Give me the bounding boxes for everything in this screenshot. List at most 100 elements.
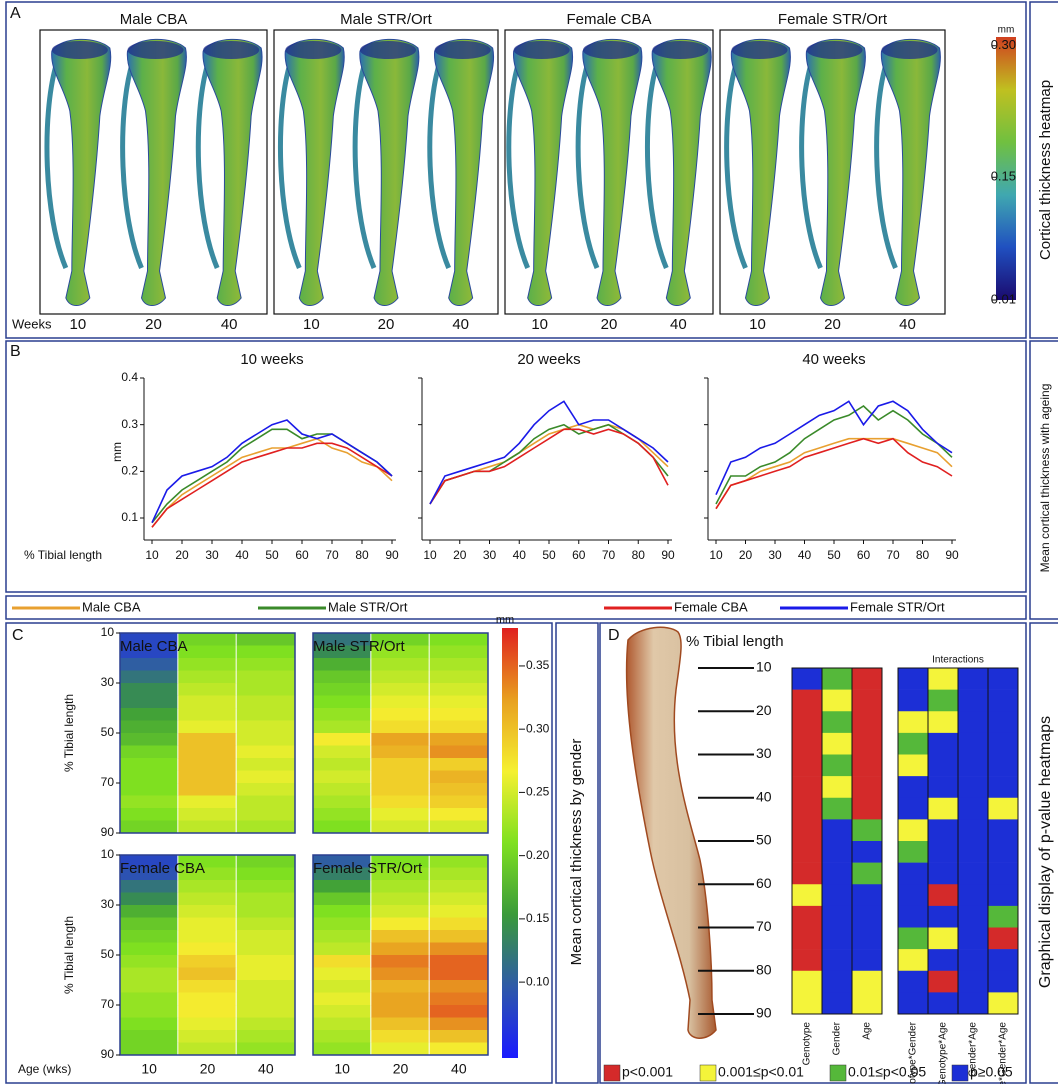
tibia — [731, 39, 790, 305]
tibia — [513, 39, 572, 305]
heat-cell — [313, 758, 370, 771]
pvalue-cell — [792, 863, 822, 885]
chart-title: 10 weeks — [240, 351, 303, 368]
y-tick-label: 70 — [101, 775, 115, 789]
colorbar-tick-label: 0.20 — [526, 848, 550, 862]
pvalue-cell — [898, 690, 928, 712]
week-label: 40 — [670, 316, 687, 333]
legend-swatch — [604, 1065, 620, 1081]
heat-cell — [430, 683, 488, 696]
pvalue-cell — [792, 798, 822, 820]
heat-cell — [237, 646, 295, 659]
heat-cell — [430, 746, 488, 759]
pvalue-cell — [822, 690, 852, 712]
heat-cell — [371, 905, 428, 918]
heat-cell — [120, 893, 177, 906]
x-tick-label: 80 — [916, 548, 930, 562]
week-label: 20 — [378, 316, 395, 333]
heat-cell — [120, 955, 177, 968]
pvalue-cell — [958, 884, 988, 906]
heat-cell — [237, 918, 295, 931]
colorbar-tick-label: 0.01 — [991, 291, 1016, 306]
legend-label: Male STR/Ort — [328, 599, 408, 614]
legend-label: 0.01≤p<0.05 — [848, 1064, 926, 1080]
colorbar — [502, 628, 518, 1058]
tick-label: 20 — [756, 702, 772, 718]
heat-cell — [178, 918, 235, 931]
heat-cell — [430, 855, 488, 868]
heat-cell — [430, 808, 488, 821]
tibia — [434, 39, 493, 305]
pvalue-cell — [822, 841, 852, 863]
fibula — [198, 66, 217, 268]
y-tick-label: 10 — [101, 625, 115, 639]
panel-label: B — [10, 343, 21, 360]
heat-cell — [237, 893, 295, 906]
heat-cell — [371, 1018, 428, 1031]
column-label: Gender — [832, 1021, 843, 1055]
heat-cell — [371, 1030, 428, 1043]
heat-cell — [313, 808, 370, 821]
x-tick-label: 30 — [483, 548, 497, 562]
heat-cell — [178, 1043, 235, 1056]
pvalue-cell — [822, 711, 852, 733]
colorbar-tick-label: 0.25 — [526, 785, 550, 799]
column-label: Age — [862, 1022, 873, 1040]
heat-cell — [371, 708, 428, 721]
bone-photo — [627, 627, 716, 1038]
fibula — [727, 66, 746, 268]
heat-cell — [178, 758, 235, 771]
x-tick-label: 60 — [295, 548, 309, 562]
heat-cell — [430, 918, 488, 931]
heat-cell — [371, 796, 428, 809]
week-label: 20 — [824, 316, 841, 333]
heat-cell — [430, 1043, 488, 1056]
heat-cell — [430, 758, 488, 771]
tibia — [52, 39, 111, 305]
y-tick-label: 30 — [101, 675, 115, 689]
bone-head — [52, 41, 108, 59]
pvalue-cell — [852, 733, 882, 755]
legend-label: Female STR/Ort — [850, 599, 945, 614]
tick-label: 80 — [756, 961, 772, 977]
x-tick-label: 90 — [385, 548, 399, 562]
pvalue-cell — [822, 819, 852, 841]
heat-cell — [178, 708, 235, 721]
pvalue-cell — [852, 819, 882, 841]
weeks-label: Weeks — [12, 316, 52, 331]
pvalue-cell — [958, 819, 988, 841]
x-tick-label: 60 — [857, 548, 871, 562]
heat-cell — [313, 1043, 370, 1056]
heat-cell — [178, 968, 235, 981]
fibula — [47, 66, 66, 268]
heatmap-title: Female CBA — [120, 860, 205, 877]
heat-cell — [371, 1005, 428, 1018]
y-tick-label: 0.1 — [121, 510, 138, 524]
x-tick-label: 10 — [423, 548, 437, 562]
heat-cell — [430, 696, 488, 709]
heat-cell — [120, 918, 177, 931]
heat-cell — [430, 880, 488, 893]
tibia — [583, 39, 642, 305]
group-title: Male CBA — [120, 11, 188, 28]
figure: ACortical thickness heatmapWeeksMale CBA… — [0, 0, 1058, 1084]
x-tick-label: 70 — [886, 548, 900, 562]
heat-cell — [313, 893, 370, 906]
legend-swatch — [830, 1065, 846, 1081]
heat-cell — [371, 808, 428, 821]
bone-model — [509, 39, 573, 305]
pvalue-cell — [852, 841, 882, 863]
panel-label: C — [12, 627, 24, 644]
tibia — [881, 39, 940, 305]
heatmap-title: Male CBA — [120, 638, 188, 655]
pvalue-cell — [988, 668, 1018, 690]
pvalue-cell — [792, 928, 822, 950]
heat-cell — [313, 783, 370, 796]
side-label: Mean cortical thickness by gender — [568, 739, 585, 966]
heat-cell — [178, 721, 235, 734]
pvalue-cell — [988, 863, 1018, 885]
heat-cell — [313, 796, 370, 809]
heat-cell — [430, 783, 488, 796]
series-line — [430, 425, 668, 504]
x-tick-label: 10 — [141, 1061, 157, 1077]
